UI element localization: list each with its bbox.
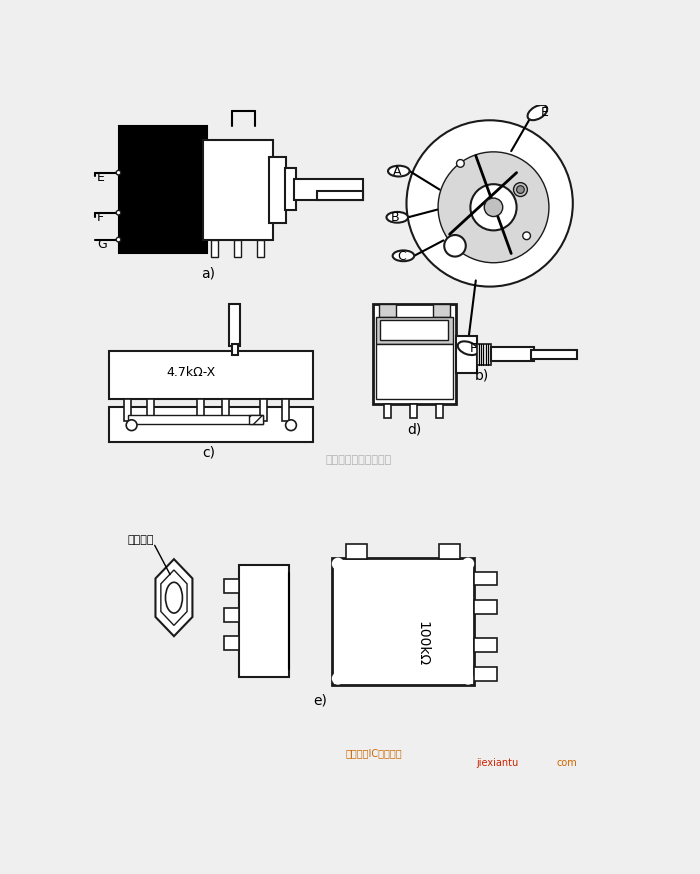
Bar — [380, 321, 448, 340]
Text: 杭州铂睷科技有限公司: 杭州铂睷科技有限公司 — [326, 455, 392, 465]
Bar — [118, 127, 207, 253]
Bar — [531, 350, 577, 359]
Text: E: E — [97, 171, 105, 184]
Polygon shape — [161, 570, 187, 626]
Bar — [197, 399, 204, 420]
Bar — [317, 191, 363, 200]
Text: 4.7kΩ-X: 4.7kΩ-X — [167, 366, 216, 379]
Bar — [477, 343, 491, 365]
Text: G: G — [97, 238, 106, 251]
Circle shape — [444, 235, 466, 257]
Bar — [294, 179, 363, 200]
Bar — [222, 399, 229, 420]
Circle shape — [438, 152, 549, 263]
Bar — [239, 565, 290, 677]
Circle shape — [523, 232, 531, 239]
Text: c): c) — [202, 445, 215, 459]
Circle shape — [517, 186, 524, 193]
Circle shape — [462, 558, 475, 570]
Bar — [435, 404, 442, 418]
Text: b): b) — [475, 369, 489, 383]
Bar — [108, 407, 312, 442]
Circle shape — [514, 183, 527, 197]
Bar — [224, 579, 239, 593]
Bar — [232, 343, 238, 355]
Ellipse shape — [388, 166, 409, 177]
Bar — [224, 607, 239, 621]
Text: E: E — [541, 107, 549, 120]
Text: jiexiantu: jiexiantu — [476, 758, 519, 768]
Bar — [456, 336, 477, 373]
Bar — [379, 303, 396, 317]
Bar — [439, 544, 461, 559]
Ellipse shape — [393, 251, 414, 261]
Bar — [475, 639, 497, 652]
Bar — [249, 415, 262, 425]
Bar — [433, 303, 449, 317]
Circle shape — [470, 184, 517, 231]
Bar — [372, 303, 456, 404]
Ellipse shape — [165, 582, 183, 613]
Bar — [475, 572, 497, 586]
Text: B: B — [391, 212, 400, 224]
Text: d): d) — [407, 423, 421, 437]
Bar — [332, 558, 475, 684]
Bar — [281, 399, 288, 420]
Bar — [475, 667, 497, 681]
Circle shape — [116, 238, 121, 242]
Bar — [127, 415, 262, 425]
Circle shape — [407, 121, 573, 287]
Circle shape — [456, 160, 464, 167]
Ellipse shape — [386, 212, 408, 223]
Bar — [234, 239, 241, 257]
Bar — [410, 404, 416, 418]
Circle shape — [484, 198, 503, 217]
Circle shape — [286, 420, 296, 431]
Bar — [108, 351, 312, 399]
Text: com: com — [556, 758, 577, 768]
Circle shape — [332, 558, 344, 570]
Bar — [376, 343, 453, 399]
Text: C: C — [398, 250, 406, 263]
Bar — [203, 140, 272, 239]
Text: 100kΩ: 100kΩ — [416, 621, 430, 667]
Bar — [346, 544, 368, 559]
Bar — [491, 348, 533, 361]
Bar — [211, 239, 218, 257]
Circle shape — [116, 170, 121, 175]
Bar — [257, 239, 264, 257]
Ellipse shape — [528, 105, 547, 120]
Circle shape — [462, 672, 475, 684]
Bar — [285, 168, 296, 211]
Text: e): e) — [314, 694, 327, 708]
Bar — [230, 303, 240, 346]
Text: 全球最大IC采购网站: 全球最大IC采购网站 — [346, 748, 402, 758]
Bar — [124, 399, 131, 420]
Text: F: F — [470, 342, 477, 355]
Circle shape — [116, 211, 121, 215]
Bar — [475, 600, 497, 614]
Bar — [260, 399, 267, 420]
Text: 锁紧螺母: 锁紧螺母 — [127, 535, 154, 545]
Text: a): a) — [202, 267, 216, 281]
Polygon shape — [155, 559, 193, 636]
Bar — [270, 157, 286, 223]
Bar — [376, 317, 453, 344]
Circle shape — [126, 420, 137, 431]
Ellipse shape — [458, 342, 478, 355]
Bar — [224, 636, 239, 650]
Bar — [384, 404, 391, 418]
Text: A: A — [393, 165, 401, 178]
Bar — [147, 399, 154, 420]
Text: F: F — [97, 212, 104, 224]
Circle shape — [332, 672, 344, 684]
